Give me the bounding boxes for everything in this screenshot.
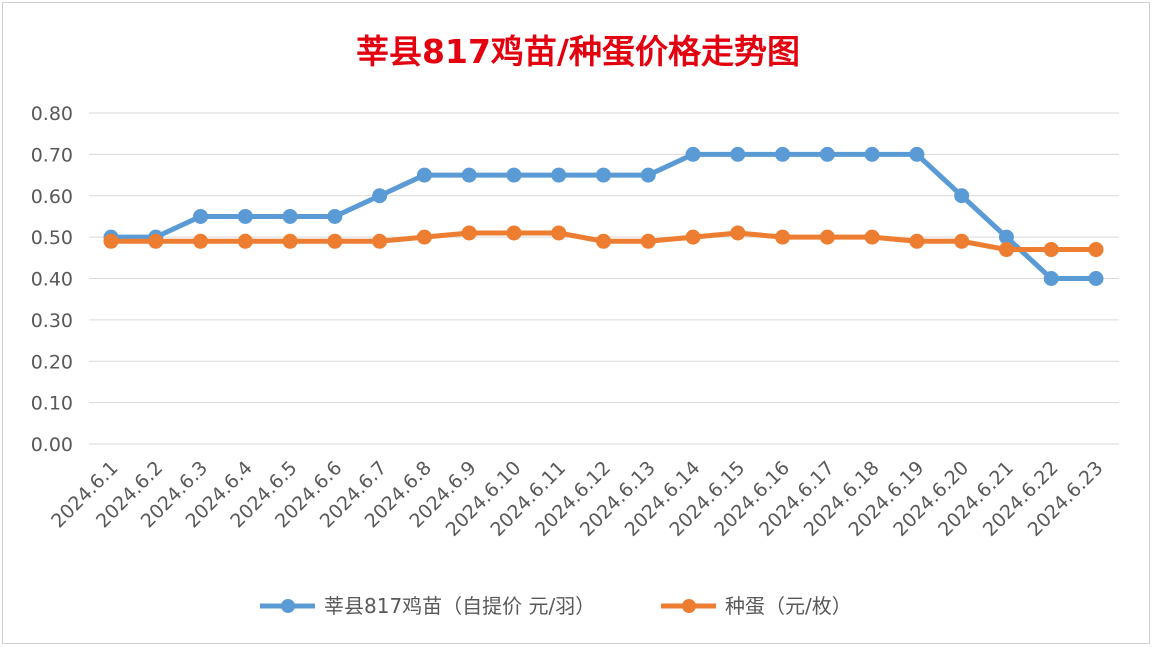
data-point [237, 233, 253, 249]
data-point [775, 146, 791, 162]
data-point [282, 233, 298, 249]
y-axis: 0.00 0.10 0.20 0.30 0.40 0.50 0.60 0.70 0.80 [31, 103, 73, 456]
data-point [730, 225, 746, 241]
data-point [640, 233, 656, 249]
data-point [998, 242, 1014, 258]
data-point [1043, 242, 1059, 258]
y-tick-label: 0.70 [31, 144, 73, 166]
legend-swatch-marker [682, 599, 696, 613]
legend-item-2: 种蛋（元/枚） [661, 594, 852, 618]
data-point [327, 233, 343, 249]
data-point [193, 208, 209, 224]
data-point [461, 225, 477, 241]
series-group [103, 146, 1104, 286]
series-1 [103, 146, 1104, 286]
data-point [193, 233, 209, 249]
line-chart: 莘县817鸡苗/种蛋价格走势图 0.00 0.10 0.20 0.30 0.40 0.50… [31, 32, 1119, 618]
data-point [282, 208, 298, 224]
legend-swatch-marker [281, 599, 295, 613]
data-point [506, 225, 522, 241]
data-point [148, 233, 164, 249]
data-point [506, 167, 522, 183]
data-point [551, 167, 567, 183]
data-point [640, 167, 656, 183]
chart-title: 莘县817鸡苗/种蛋价格走势图 [356, 32, 800, 71]
gridlines [89, 112, 1119, 445]
data-point [685, 229, 701, 245]
data-point [909, 146, 925, 162]
data-point [998, 229, 1014, 245]
y-tick-label: 0.60 [31, 186, 73, 208]
data-point [237, 208, 253, 224]
y-tick-label: 0.80 [31, 103, 73, 125]
y-tick-label: 0.00 [31, 434, 73, 456]
series-2 [103, 225, 1104, 258]
data-point [864, 146, 880, 162]
data-point [685, 146, 701, 162]
data-point [596, 233, 611, 249]
y-tick-label: 0.20 [31, 351, 73, 373]
y-tick-label: 0.30 [31, 310, 73, 332]
legend-label: 莘县817鸡苗（自提价 元/羽） [324, 594, 595, 618]
y-tick-label: 0.40 [31, 269, 73, 291]
data-point [819, 229, 835, 245]
data-point [461, 167, 477, 183]
legend-item-1: 莘县817鸡苗（自提价 元/羽） [260, 594, 595, 618]
data-point [103, 233, 119, 249]
data-point [551, 225, 567, 241]
data-point [327, 208, 343, 224]
data-point [372, 233, 388, 249]
legend-label: 种蛋（元/枚） [725, 594, 852, 618]
data-point [864, 229, 880, 245]
legend: 莘县817鸡苗（自提价 元/羽） 种蛋（元/枚） [260, 594, 852, 618]
data-point [372, 188, 388, 204]
y-tick-label: 0.50 [31, 227, 73, 249]
data-point [416, 167, 432, 183]
data-point [730, 146, 746, 162]
data-point [416, 229, 432, 245]
data-point [1043, 271, 1059, 286]
y-tick-label: 0.10 [31, 393, 73, 415]
data-point [819, 146, 835, 162]
data-point [1088, 242, 1104, 258]
data-point [954, 188, 970, 204]
data-point [775, 229, 791, 245]
data-point [954, 233, 970, 249]
data-point [1088, 271, 1104, 286]
data-point [596, 167, 611, 183]
data-point [909, 233, 925, 249]
x-axis: 2024.6.12024.6.22024.6.32024.6.42024.6.5… [47, 457, 1107, 541]
